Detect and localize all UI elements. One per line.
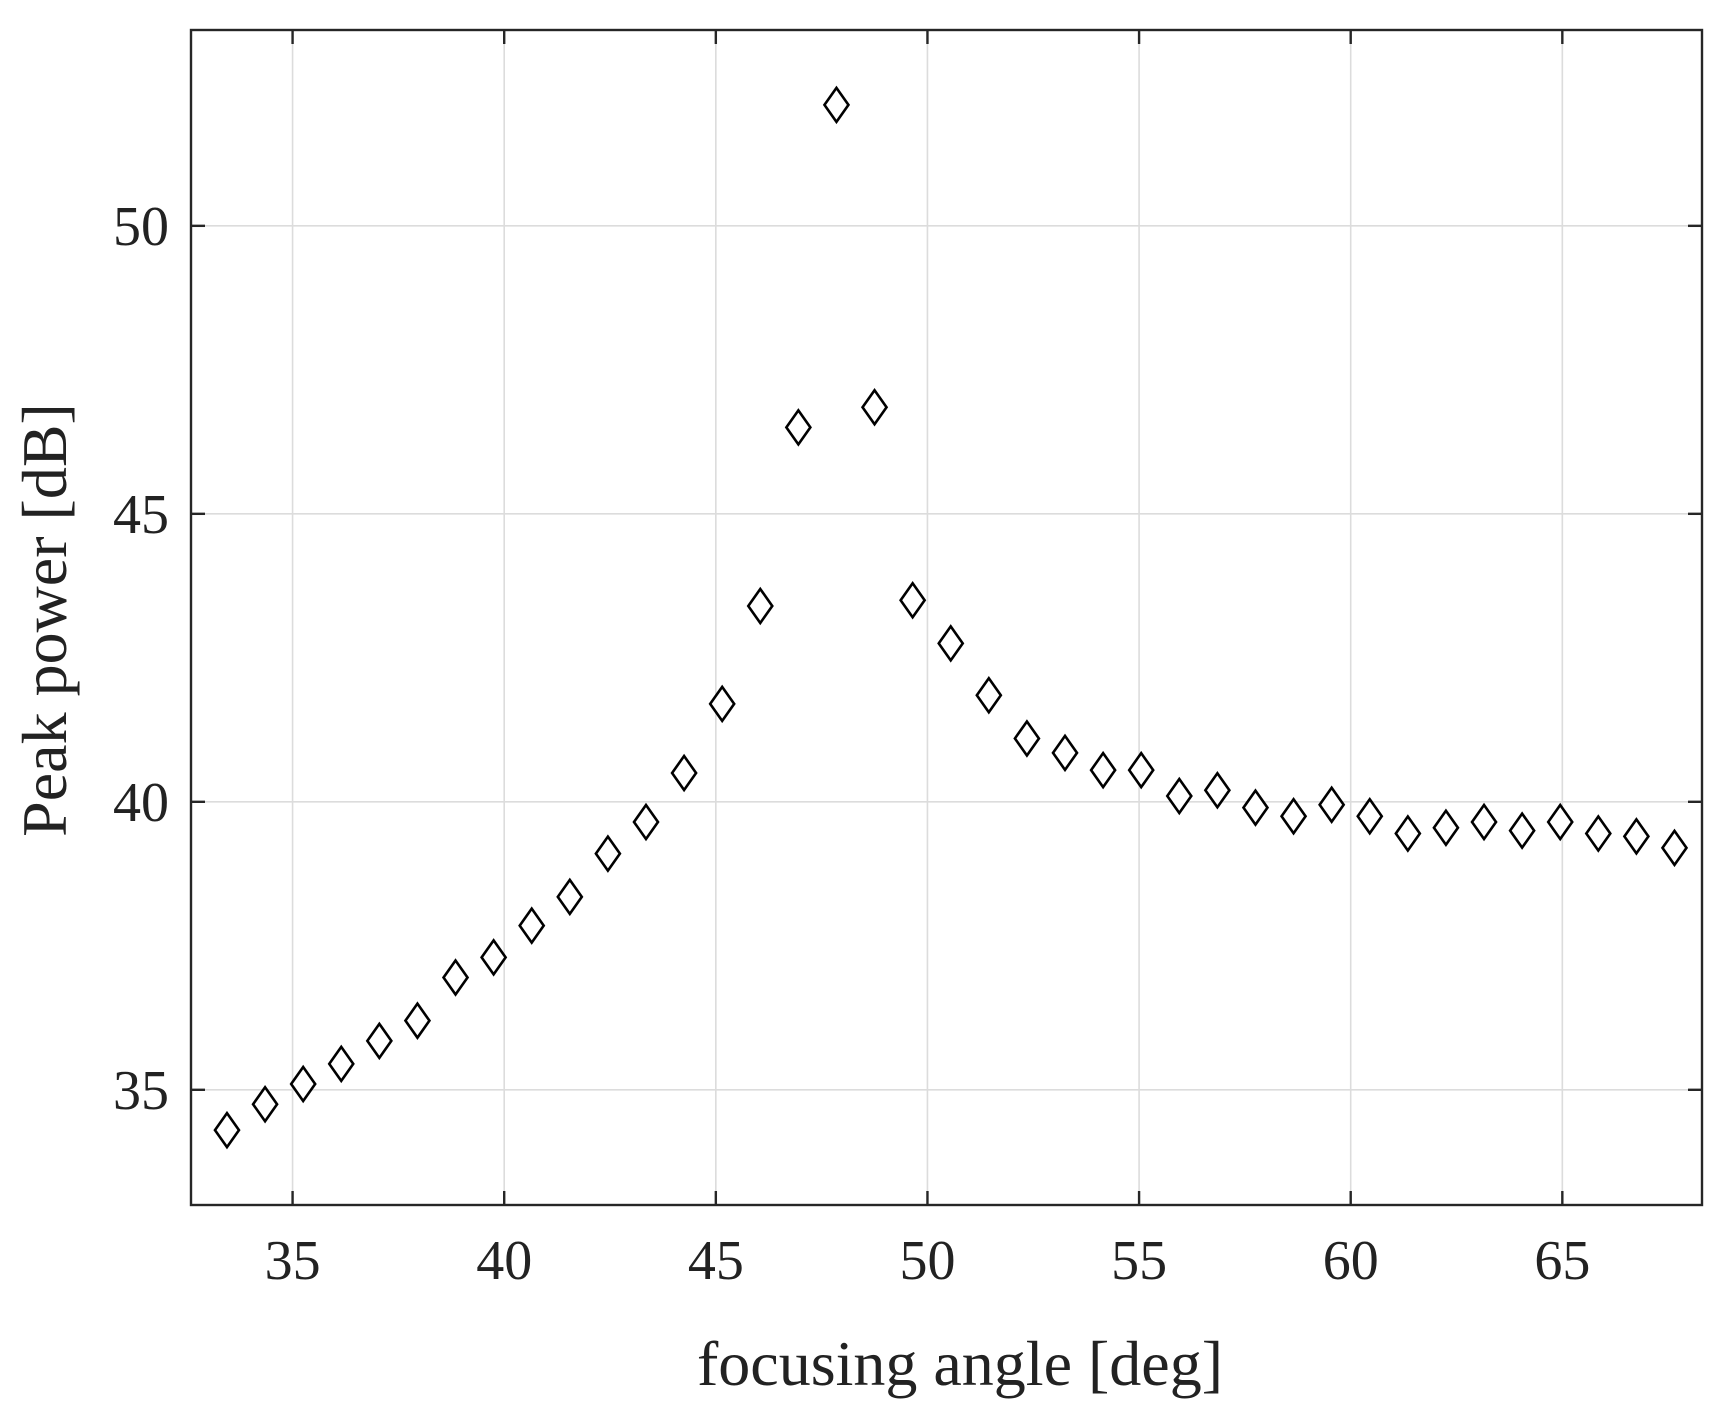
data-point <box>1165 776 1193 816</box>
data-point <box>213 1110 241 1150</box>
data-point <box>670 753 698 793</box>
data-point <box>860 388 889 427</box>
data-point <box>327 1044 355 1084</box>
data-point <box>556 877 584 917</box>
data-markers <box>213 85 1689 1150</box>
data-point <box>1241 788 1270 827</box>
data-point <box>365 1021 393 1061</box>
data-point <box>784 408 812 447</box>
tick-marks <box>191 30 1702 1205</box>
data-point <box>937 624 965 663</box>
data-point <box>1356 796 1384 836</box>
data-point <box>1013 719 1041 758</box>
data-point <box>822 85 851 125</box>
data-point <box>1394 814 1422 853</box>
y-tick-labels: 35 40 45 50 <box>113 196 169 1122</box>
data-point <box>289 1064 317 1104</box>
x-tick-label: 40 <box>476 1230 532 1292</box>
y-tick-label: 35 <box>113 1060 169 1122</box>
data-point <box>708 684 736 724</box>
data-point <box>1089 750 1117 790</box>
data-point <box>1584 814 1612 853</box>
data-point <box>899 580 927 620</box>
x-tick-label: 55 <box>1111 1230 1167 1292</box>
data-point <box>1622 817 1650 856</box>
y-tick-label: 50 <box>113 196 169 258</box>
y-axis-label: Peak power [dB] <box>9 403 80 837</box>
x-tick-label: 50 <box>899 1230 955 1292</box>
data-point <box>632 802 660 842</box>
data-point <box>1508 811 1536 850</box>
data-point <box>518 906 546 945</box>
x-tick-label: 45 <box>688 1230 744 1292</box>
x-tick-label: 35 <box>265 1230 321 1292</box>
x-tick-labels: 35 40 45 50 55 60 65 <box>265 1230 1591 1292</box>
data-point <box>403 1001 432 1040</box>
data-point <box>1546 802 1574 842</box>
y-tick-label: 40 <box>113 772 169 834</box>
plot-frame <box>189 28 1704 1207</box>
data-point <box>441 958 470 997</box>
y-tick-label: 45 <box>113 484 169 546</box>
data-point <box>251 1084 279 1124</box>
data-point <box>1127 750 1155 790</box>
data-point <box>1203 771 1231 810</box>
data-point <box>480 938 508 977</box>
x-tick-label: 60 <box>1323 1230 1379 1292</box>
data-point <box>975 676 1003 715</box>
data-point <box>594 834 622 873</box>
data-point <box>1318 785 1346 824</box>
data-point <box>1470 802 1498 842</box>
data-point <box>746 586 774 626</box>
data-point <box>1432 808 1460 847</box>
data-point <box>1051 733 1079 773</box>
x-axis-label: focusing angle [deg] <box>697 1328 1223 1399</box>
x-tick-label: 65 <box>1534 1230 1590 1292</box>
data-point <box>1660 828 1689 868</box>
data-point <box>1279 796 1308 836</box>
grid-lines <box>191 30 1702 1205</box>
